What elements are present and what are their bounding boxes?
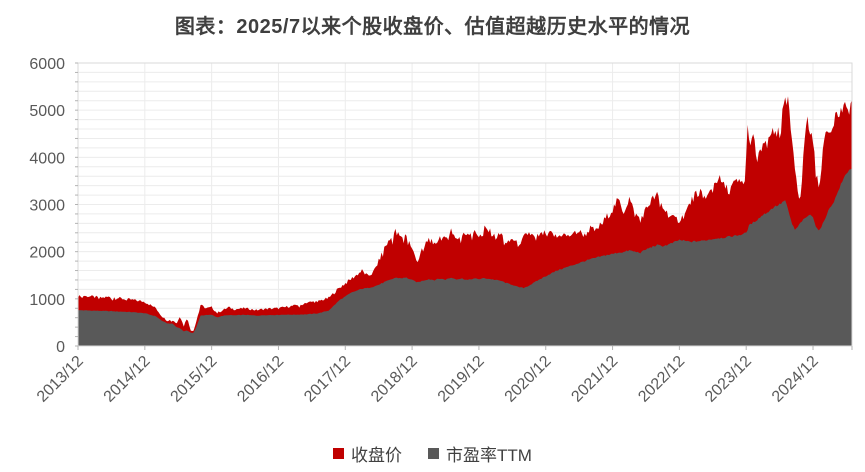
legend-item-close-price: 收盘价 [333, 441, 402, 466]
x-tick-label: 2014/12 [101, 353, 154, 406]
y-tick-label: 4000 [29, 150, 65, 167]
legend-label-pe-ttm: 市盈率TTM [446, 445, 532, 465]
legend-swatch-close-price [333, 447, 345, 459]
x-tick-label: 2018/12 [368, 353, 421, 406]
x-tick-label: 2017/12 [301, 353, 354, 406]
y-tick-label: 5000 [29, 103, 65, 120]
x-tick-label: 2013/12 [34, 353, 87, 406]
y-tick-label: 0 [56, 339, 65, 356]
y-axis-labels: 0 1000 2000 3000 4000 5000 6000 [29, 56, 65, 356]
x-tick-label: 2016/12 [234, 353, 287, 406]
series-area-pe-ttm [78, 168, 852, 346]
y-tick-label: 2000 [29, 245, 65, 262]
x-tick-label: 2022/12 [635, 353, 688, 406]
axis-ticks [75, 62, 853, 350]
x-axis-labels: 2013/12 2014/12 2015/12 2016/12 2017/12 2018/… [34, 353, 822, 406]
x-tick-label: 2024/12 [769, 353, 822, 406]
x-tick-label: 2015/12 [168, 353, 221, 406]
y-tick-label: 1000 [29, 292, 65, 309]
y-tick-label: 3000 [29, 198, 65, 215]
legend-item-pe-ttm: 市盈率TTM [428, 441, 532, 466]
x-tick-label: 2021/12 [568, 353, 621, 406]
x-tick-label: 2023/12 [702, 353, 755, 406]
x-tick-label: 2020/12 [502, 353, 555, 406]
chart-legend: 收盘价 市盈率TTM [0, 440, 865, 466]
x-tick-label: 2019/12 [435, 353, 488, 406]
legend-label-close-price: 收盘价 [351, 445, 403, 465]
chart-title: 图表：2025/7以来个股收盘价、估值超越历史水平的情况 [174, 16, 691, 38]
legend-swatch-pe-ttm [428, 447, 440, 459]
y-tick-label: 6000 [29, 56, 65, 73]
